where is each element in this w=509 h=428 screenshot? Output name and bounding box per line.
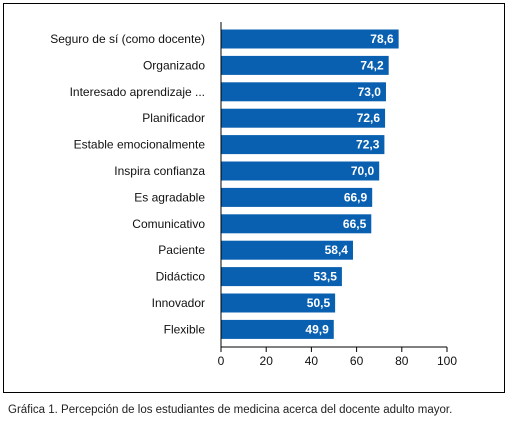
- category-label: Inspira confianza: [114, 164, 205, 178]
- data-label: 49,9: [305, 322, 329, 336]
- category-label: Seguro de sí (como docente): [50, 32, 205, 46]
- figure-caption: Gráfica 1. Percepción de los estudiantes…: [8, 404, 453, 416]
- category-label: Es agradable: [134, 190, 205, 204]
- data-label: 53,5: [314, 270, 338, 284]
- x-tick-label: 60: [350, 354, 364, 368]
- data-label: 50,5: [307, 296, 331, 310]
- x-tick-label: 100: [437, 354, 457, 368]
- data-label: 73,0: [358, 85, 382, 99]
- bar: [221, 135, 385, 155]
- bar: [221, 187, 373, 207]
- data-label: 58,4: [325, 243, 349, 257]
- x-tick-label: 0: [218, 354, 225, 368]
- bar-chart: Seguro de sí (como docente) 78,6 Organizad…: [50, 22, 457, 368]
- chart-frame: Seguro de sí (como docente) 78,6 Organizad…: [3, 3, 505, 393]
- category-label: Flexible: [164, 322, 206, 336]
- bar: [221, 82, 386, 102]
- data-label: 72,3: [356, 138, 380, 152]
- category-label: Innovador: [152, 296, 205, 310]
- bar: [221, 240, 353, 260]
- x-tick-label: 20: [260, 354, 274, 368]
- bar: [221, 29, 399, 49]
- bar: [221, 293, 336, 313]
- bar: [221, 108, 386, 128]
- data-label: 70,0: [351, 164, 375, 178]
- x-tick-label: 40: [305, 354, 319, 368]
- category-label: Interesado aprendizaje ...: [70, 85, 205, 99]
- category-label: Organizado: [143, 58, 205, 72]
- bar: [221, 214, 372, 234]
- data-label: 66,5: [343, 217, 367, 231]
- category-label: Estable emocionalmente: [74, 138, 206, 152]
- data-label: 78,6: [370, 32, 394, 46]
- data-label: 74,2: [360, 58, 384, 72]
- category-label: Planificador: [142, 111, 205, 125]
- category-label: Comunicativo: [132, 217, 205, 231]
- category-label: Paciente: [158, 243, 205, 257]
- data-label: 66,9: [344, 190, 368, 204]
- bar: [221, 267, 342, 287]
- data-label: 72,6: [357, 111, 381, 125]
- bar: [221, 161, 380, 181]
- x-tick-label: 80: [395, 354, 409, 368]
- bar: [221, 319, 334, 339]
- category-label: Didáctico: [156, 270, 206, 284]
- bar: [221, 55, 389, 75]
